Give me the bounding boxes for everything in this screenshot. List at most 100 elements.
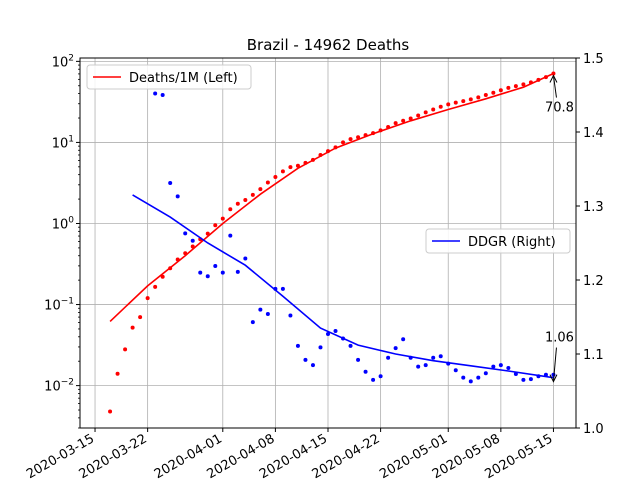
annotation-arrowhead xyxy=(549,74,558,83)
ddgr-point xyxy=(243,256,248,261)
legend-deaths-box xyxy=(86,64,252,90)
deaths-point xyxy=(423,110,428,115)
ddgr-point xyxy=(250,320,255,325)
ddgr-point xyxy=(280,286,285,291)
legend-ddgr: DDGR (Right) xyxy=(425,228,571,254)
deaths-point xyxy=(288,165,293,170)
deaths-point xyxy=(115,371,120,376)
deaths-point xyxy=(498,88,503,93)
ddgr-point xyxy=(213,263,218,268)
deaths-point xyxy=(153,284,158,289)
ddgr-point xyxy=(453,368,458,373)
deaths-point xyxy=(220,216,225,221)
deaths-point xyxy=(521,82,526,87)
ddgr-point xyxy=(386,355,391,360)
deaths-point xyxy=(431,107,436,112)
deaths-fit-line xyxy=(109,72,554,322)
ddgr-point xyxy=(258,307,263,312)
deaths-point xyxy=(438,104,443,109)
ddgr-point xyxy=(521,377,526,382)
ddgr-point xyxy=(363,369,368,374)
ddgr-point xyxy=(498,363,503,368)
deaths-point xyxy=(123,347,128,352)
annotation-arrow xyxy=(552,347,557,382)
right-tick-label: 1.5 xyxy=(583,52,604,67)
legends: Deaths/1M (Left) DDGR (Right) xyxy=(86,64,571,254)
ddgr-point xyxy=(416,364,421,369)
right-tick-label: 1.4 xyxy=(583,126,604,141)
deaths-point xyxy=(258,187,263,192)
deaths-point xyxy=(160,274,165,279)
ddgr-point xyxy=(423,363,428,368)
deaths-point xyxy=(250,192,255,197)
legend-ddgr-box xyxy=(425,228,571,254)
annotation-label: 70.8 xyxy=(545,101,574,116)
ddgr-point xyxy=(228,233,233,238)
ddgr-point xyxy=(401,337,406,342)
ddgr-point xyxy=(356,357,361,362)
ddgr-point xyxy=(303,357,308,362)
deaths-point xyxy=(446,102,451,107)
chart-title: Brazil - 14962 Deaths xyxy=(247,36,410,54)
ddgr-point xyxy=(168,181,173,186)
deaths-point xyxy=(408,116,413,121)
deaths-point xyxy=(393,121,398,126)
ddgr-point xyxy=(326,332,330,337)
ddgr-point xyxy=(476,375,481,380)
annotation-arrow xyxy=(552,75,557,98)
deaths-point xyxy=(235,201,240,206)
annotation-label: 1.06 xyxy=(545,331,574,346)
ddgr-point xyxy=(175,194,180,199)
deaths-point xyxy=(341,140,346,145)
deaths-point xyxy=(401,118,406,123)
ddgr-point xyxy=(431,355,436,360)
right-tick-label: 1.2 xyxy=(583,274,604,289)
deaths-point xyxy=(476,95,481,100)
deaths-point xyxy=(273,174,278,179)
deaths-point xyxy=(468,97,473,102)
legend-deaths: Deaths/1M (Left) xyxy=(86,64,252,90)
ddgr-point xyxy=(235,269,240,274)
fit-lines xyxy=(109,72,554,379)
ddgr-point xyxy=(438,354,443,359)
deaths-point xyxy=(356,135,361,140)
deaths-point xyxy=(130,325,135,330)
left-tick-label: 102 xyxy=(52,53,74,70)
right-tick-label: 1.1 xyxy=(583,348,604,363)
deaths-point xyxy=(265,180,270,185)
deaths-point xyxy=(453,100,458,105)
ddgr-point xyxy=(461,375,466,380)
deaths-point xyxy=(416,113,421,118)
ddgr-points xyxy=(153,91,556,384)
ddgr-point xyxy=(265,312,270,317)
ddgr-point xyxy=(220,270,225,275)
deaths-point xyxy=(145,296,150,301)
deaths-point xyxy=(295,163,300,168)
deaths-point xyxy=(108,409,113,414)
deaths-point xyxy=(138,315,143,320)
left-tick-label: 10−1 xyxy=(44,297,74,314)
left-tick-label: 10−2 xyxy=(44,378,74,395)
ddgr-point xyxy=(190,238,195,243)
left-tick-label: 100 xyxy=(52,215,75,232)
right-tick-label: 1.0 xyxy=(583,422,604,437)
ddgr-point xyxy=(183,231,188,236)
ddgr-point xyxy=(371,377,376,382)
deaths-point xyxy=(243,197,248,202)
deaths-point xyxy=(461,99,466,104)
deaths-point xyxy=(491,90,496,95)
deaths-point xyxy=(228,207,233,212)
ddgr-point xyxy=(205,274,210,279)
deaths-point xyxy=(280,169,285,174)
ddgr-point xyxy=(491,364,496,369)
deaths-point xyxy=(513,84,518,89)
ddgr-point xyxy=(483,371,488,376)
right-tick-label: 1.3 xyxy=(583,200,604,215)
deaths-point xyxy=(506,85,511,90)
deaths-point xyxy=(348,137,353,142)
deaths-point xyxy=(483,92,488,97)
ddgr-point xyxy=(348,343,353,348)
ddgr-point xyxy=(506,366,511,371)
ddgr-point xyxy=(160,93,165,97)
